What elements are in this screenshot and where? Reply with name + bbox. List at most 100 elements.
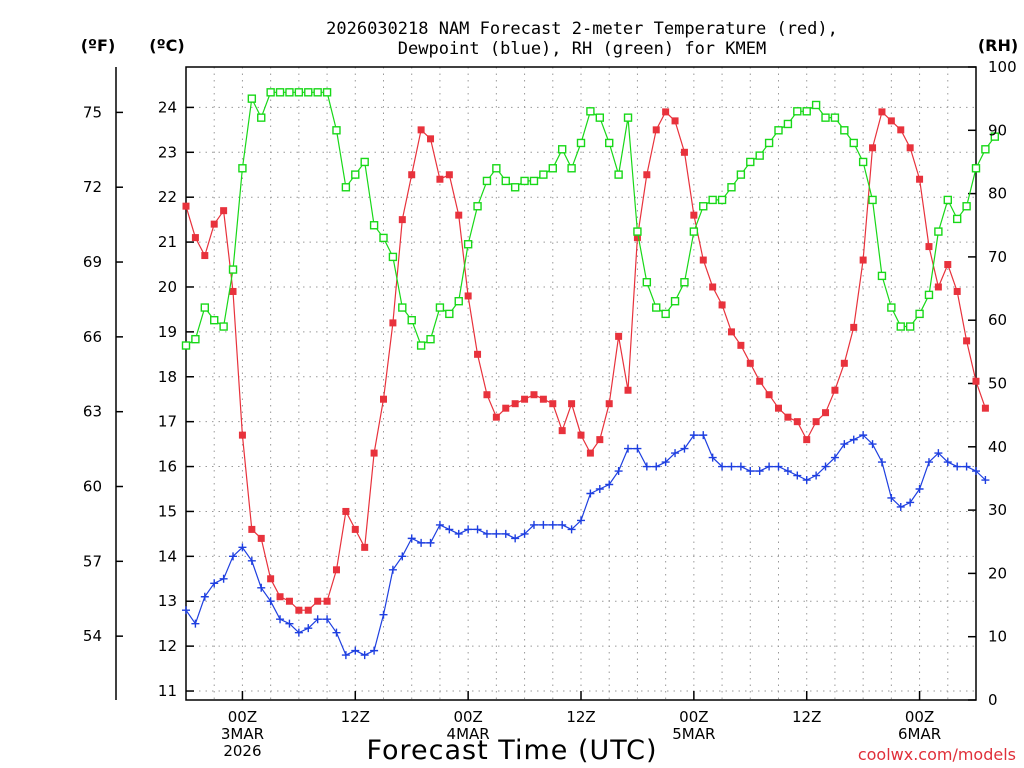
dewpoint-point bbox=[633, 444, 642, 453]
rh-point bbox=[275, 88, 285, 97]
rh-point bbox=[746, 157, 755, 167]
rh-point bbox=[351, 170, 360, 179]
series-line-temperature bbox=[185, 110, 986, 611]
temperature-point bbox=[615, 332, 623, 340]
temperature-point bbox=[953, 287, 961, 295]
rh-point bbox=[623, 113, 633, 122]
rh-point bbox=[285, 88, 294, 97]
temperature-point bbox=[577, 431, 585, 439]
rh-point bbox=[802, 107, 811, 116]
dewpoint-point bbox=[558, 520, 567, 529]
temperature-point bbox=[304, 606, 312, 614]
dewpoint-point bbox=[896, 502, 905, 511]
rh-point bbox=[501, 176, 510, 186]
dewpoint-point bbox=[464, 525, 473, 534]
rh-tick-label: 50 bbox=[988, 375, 1007, 393]
temperature-point bbox=[671, 117, 679, 125]
rh-point bbox=[416, 341, 426, 350]
x-tick-label: 00Z bbox=[228, 708, 257, 726]
celsius-tick-label: 13 bbox=[158, 592, 177, 610]
dewpoint-point bbox=[661, 458, 670, 467]
rh-point bbox=[783, 119, 793, 129]
rh-point bbox=[257, 113, 266, 122]
dewpoint-point bbox=[953, 462, 962, 471]
temperature-point bbox=[267, 575, 275, 583]
temperature-point bbox=[887, 117, 895, 125]
dewpoint-point bbox=[548, 520, 557, 529]
celsius-axis-label: (ºC) bbox=[149, 36, 184, 55]
rh-point bbox=[567, 164, 576, 173]
dewpoint-point bbox=[520, 529, 529, 538]
dewpoint-point bbox=[605, 480, 614, 489]
rh-point bbox=[633, 227, 642, 236]
rh-point bbox=[473, 202, 482, 211]
rh-point bbox=[699, 202, 708, 211]
x-tick-label: 6MAR bbox=[898, 725, 941, 743]
celsius-tick-label: 17 bbox=[158, 413, 177, 431]
series-line-rh bbox=[185, 91, 996, 347]
dewpoint-point bbox=[934, 449, 943, 458]
temperature-point bbox=[464, 292, 472, 300]
temperature-point bbox=[530, 391, 538, 399]
rh-point bbox=[454, 297, 463, 306]
dewpoint-point bbox=[539, 520, 548, 529]
rh-tick-label: 10 bbox=[988, 628, 1007, 646]
dewpoint-point bbox=[473, 525, 482, 534]
dewpoint-point bbox=[774, 462, 783, 471]
source-credit: coolwx.com/models bbox=[858, 745, 1016, 764]
rh-point bbox=[228, 265, 238, 274]
temperature-point bbox=[727, 328, 735, 336]
celsius-tick-label: 20 bbox=[158, 278, 177, 296]
dewpoint-point bbox=[671, 449, 680, 458]
rh-point bbox=[266, 88, 275, 97]
rh-point bbox=[793, 107, 802, 116]
dewpoint-point bbox=[511, 534, 520, 543]
temperature-point bbox=[323, 597, 331, 605]
rh-point bbox=[426, 334, 435, 344]
rh-point bbox=[858, 157, 868, 167]
temperature-point bbox=[502, 404, 510, 412]
temperature-point bbox=[370, 449, 378, 457]
temperature-point bbox=[238, 431, 246, 439]
dewpoint-point bbox=[849, 435, 858, 444]
rh-point bbox=[830, 113, 840, 122]
dewpoint-point bbox=[652, 462, 661, 471]
rh-point bbox=[689, 227, 699, 236]
temperature-point bbox=[455, 211, 463, 219]
temperature-point bbox=[332, 566, 340, 574]
fahrenheit-tick-label: 54 bbox=[83, 627, 102, 645]
dewpoint-point bbox=[859, 431, 868, 440]
rh-point bbox=[849, 138, 858, 148]
dewpoint-point bbox=[182, 606, 190, 615]
rh-point bbox=[200, 303, 210, 312]
temperature-point bbox=[916, 175, 924, 183]
x-axis-title: Forecast Time (UTC) bbox=[366, 735, 657, 766]
dewpoint-point bbox=[718, 462, 727, 471]
dewpoint-point bbox=[567, 525, 576, 534]
dewpoint-point bbox=[454, 529, 463, 538]
temperature-point bbox=[822, 409, 830, 417]
rh-point bbox=[708, 195, 717, 205]
temperature-point bbox=[417, 126, 425, 134]
dewpoint-point bbox=[586, 489, 595, 498]
rh-point bbox=[877, 271, 887, 281]
dewpoint-point bbox=[877, 458, 886, 467]
rh-tick-label: 90 bbox=[988, 121, 1007, 139]
rh-point bbox=[896, 322, 905, 331]
temperature-point bbox=[831, 386, 839, 394]
dewpoint-point bbox=[285, 619, 294, 628]
rh-point bbox=[304, 88, 313, 97]
rh-point bbox=[670, 297, 680, 306]
rh-point bbox=[539, 170, 548, 179]
dewpoint-point bbox=[708, 453, 717, 462]
temperature-point bbox=[201, 252, 209, 260]
temperature-point bbox=[643, 171, 651, 179]
x-tick-label: 00Z bbox=[453, 708, 482, 726]
temperature-point bbox=[445, 171, 453, 179]
dewpoint-point bbox=[802, 476, 811, 485]
dewpoint-point bbox=[210, 579, 219, 588]
temperature-point bbox=[633, 234, 641, 242]
dewpoint-point bbox=[746, 467, 755, 476]
rh-point bbox=[360, 157, 369, 167]
rh-point bbox=[482, 176, 492, 186]
